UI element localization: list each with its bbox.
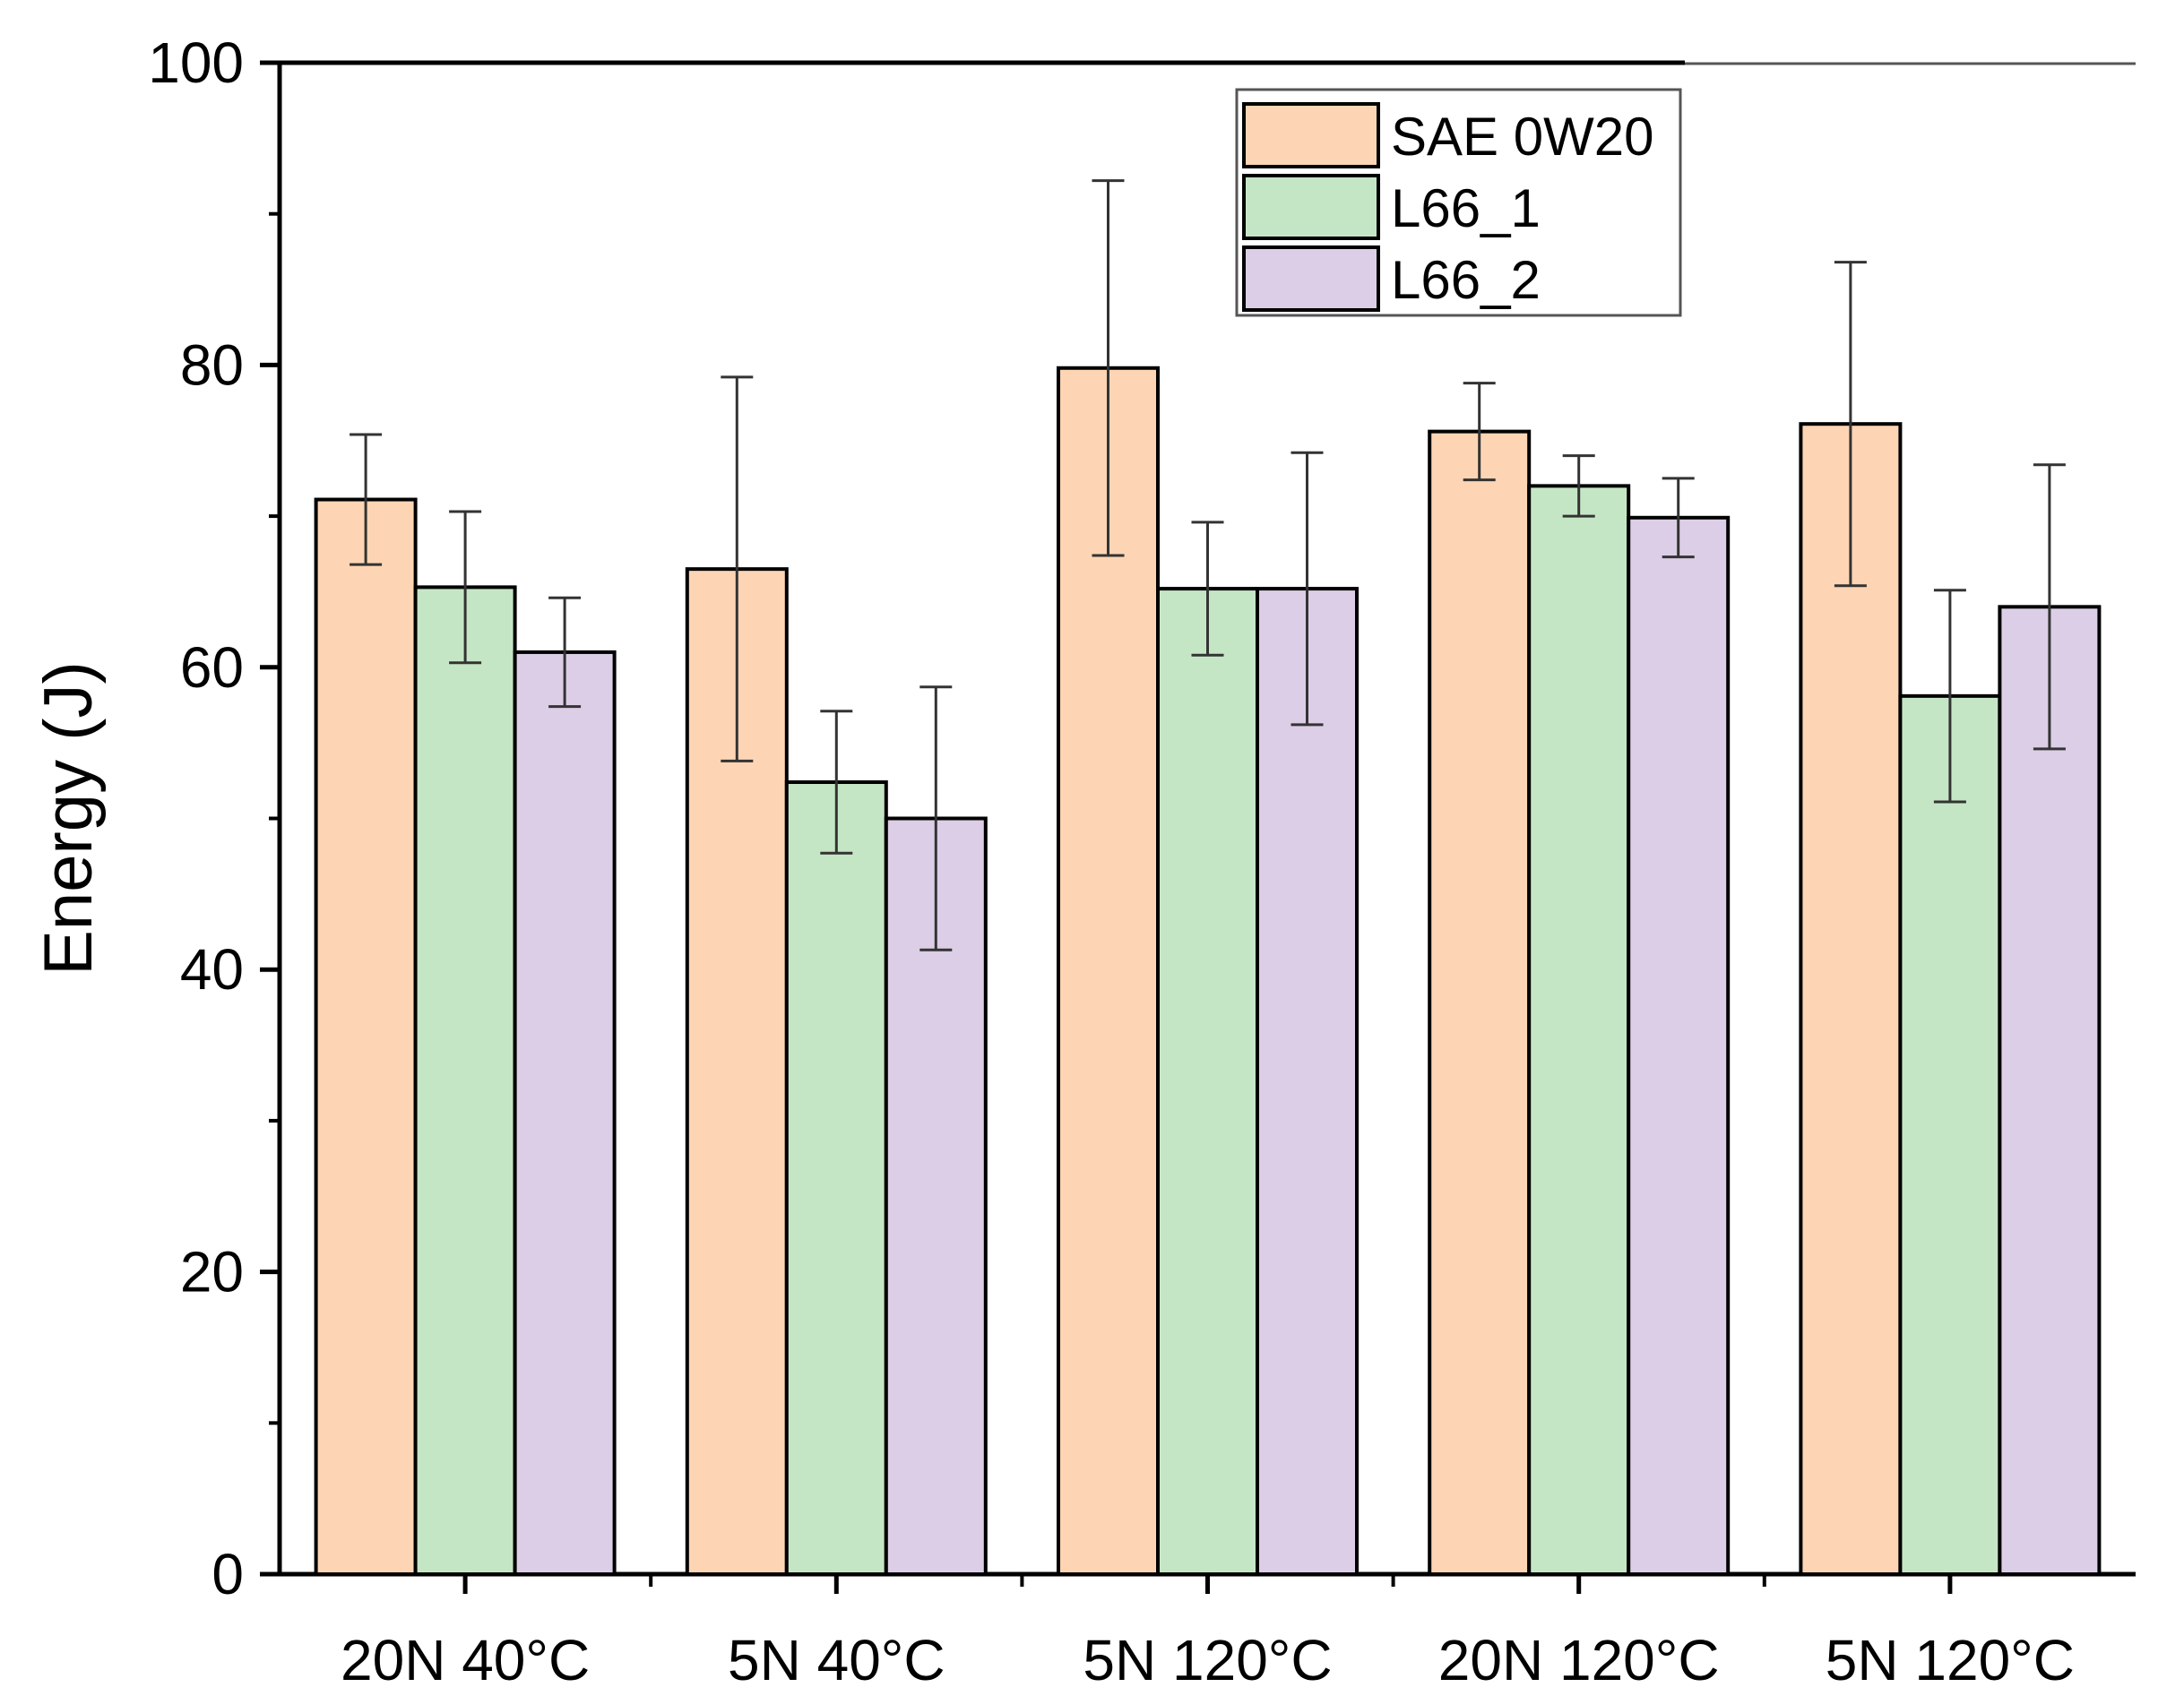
error-bar xyxy=(1933,589,1966,804)
bars-layer xyxy=(314,366,2102,1577)
bar-l66-2 xyxy=(1998,605,2102,1577)
error-bar xyxy=(449,510,482,665)
x-tick-label: 5N 40°C xyxy=(728,1628,945,1692)
bar-l66-2 xyxy=(513,650,617,1576)
legend: SAE 0W20 L66_1 L66_2 xyxy=(1235,88,1682,317)
x-tick-label: 5N 120°C xyxy=(1083,1628,1332,1692)
error-bar xyxy=(1562,454,1595,518)
x-tick-label: 20N 120°C xyxy=(1438,1628,1720,1692)
legend-swatch xyxy=(1242,174,1380,240)
error-bar xyxy=(820,710,853,855)
bar-l66-1 xyxy=(784,780,888,1576)
bar-l66-1 xyxy=(1898,693,2002,1576)
legend-swatch xyxy=(1242,102,1380,168)
legend-label: L66_2 xyxy=(1391,250,1541,310)
bar-l66-1 xyxy=(1527,484,1631,1576)
error-bar xyxy=(1191,521,1224,657)
error-bar xyxy=(1463,382,1496,482)
error-bar xyxy=(1092,179,1125,557)
bar-sae-0w20 xyxy=(314,497,418,1577)
error-bar xyxy=(1834,261,1867,588)
y-tick-label: 80 xyxy=(180,332,244,397)
x-tick-label: 5N 120°C xyxy=(1826,1628,2075,1692)
y-tick-label: 0 xyxy=(211,1542,244,1606)
y-tick-label: 100 xyxy=(148,30,244,95)
error-bar xyxy=(350,433,383,566)
legend-swatch xyxy=(1242,245,1380,312)
legend-label: SAE 0W20 xyxy=(1391,107,1653,167)
x-tick-label: 20N 40°C xyxy=(341,1628,590,1692)
error-bar xyxy=(548,596,582,709)
error-bars-layer xyxy=(350,179,2066,951)
bar-sae-0w20 xyxy=(1428,429,1532,1576)
error-bar xyxy=(2033,463,2066,751)
error-bar xyxy=(919,685,953,951)
legend-label: L66_1 xyxy=(1391,178,1541,238)
bar-sae-0w20 xyxy=(1799,422,1903,1576)
bar-l66-1 xyxy=(1156,587,1259,1576)
bar-l66-2 xyxy=(1627,515,1731,1576)
bar-l66-1 xyxy=(413,585,517,1576)
error-bar xyxy=(1291,451,1324,727)
y-tick-label: 40 xyxy=(180,937,244,1002)
error-bar xyxy=(721,375,754,762)
axes-layer: 0 20 40 60 80 100 20N 40°C 5N 40°C 5N 120°C 20N 1… xyxy=(148,30,2075,1692)
y-tick-label: 60 xyxy=(180,635,244,700)
y-axis-title: Energy (J) xyxy=(30,661,107,976)
bar-l66-2 xyxy=(1256,587,1359,1576)
y-tick-label: 20 xyxy=(180,1240,244,1304)
error-bar xyxy=(1662,477,1695,559)
